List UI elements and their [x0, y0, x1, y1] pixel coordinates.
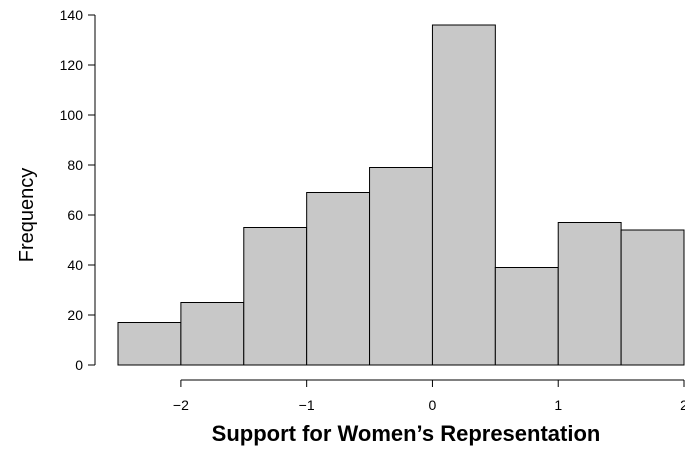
histogram-bar	[180, 302, 245, 366]
y-tick-label: 20	[67, 307, 83, 323]
x-tick-label: 1	[554, 397, 562, 413]
x-tick-label: −1	[299, 397, 315, 413]
x-axis-title: Support for Women’s Representation	[212, 421, 601, 446]
y-tick-label: 80	[67, 157, 83, 173]
histogram-bar	[557, 222, 622, 366]
histogram-bar	[494, 267, 559, 366]
y-tick-label: 140	[60, 7, 84, 23]
y-tick-label: 40	[67, 257, 83, 273]
y-tick-label: 0	[75, 357, 83, 373]
histogram-bar	[431, 24, 496, 366]
histogram-bar	[369, 167, 433, 366]
y-axis-title: Frequency	[16, 168, 38, 263]
y-tick-label: 120	[60, 57, 84, 73]
x-tick-label: −2	[173, 397, 189, 413]
histogram-bar	[243, 227, 308, 366]
y-axis: 0 20 40 60 80 100 120 140	[60, 7, 96, 373]
histogram-bar	[620, 229, 685, 366]
x-tick-label: 0	[429, 397, 437, 413]
histogram-bar	[117, 322, 182, 366]
x-tick-label: 2	[680, 397, 685, 413]
y-tick-label: 60	[67, 207, 83, 223]
x-axis: −2 −1 0 1 2	[173, 379, 685, 413]
histogram-bars	[117, 24, 685, 366]
y-tick-label: 100	[60, 107, 84, 123]
histogram-bar	[306, 192, 371, 366]
